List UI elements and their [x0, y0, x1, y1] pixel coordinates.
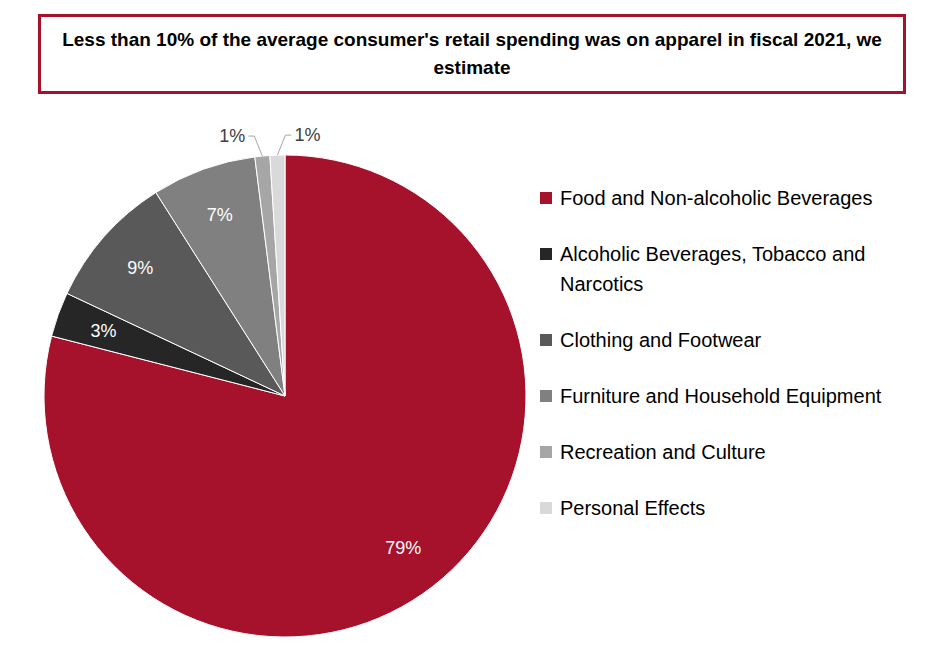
- svg-text:9%: 9%: [127, 258, 153, 278]
- html-text:Food and Non-alcoholic Beverag: Food and Non-alcoholic Beverages: [560, 187, 873, 209]
- svg-text:3%: 3%: [91, 321, 117, 341]
- html-text:Less than 10% of the average c: Less than 10% of the average consumer's …: [62, 29, 882, 78]
- html-text:Clothing and Footwear: Clothing and Footwear: [560, 329, 762, 351]
- html-text:Personal Effects: Personal Effects: [560, 497, 706, 519]
- html-text:Alcoholic Beverages, Tobacco a: Alcoholic Beverages, Tobacco and Narcoti…: [560, 243, 866, 295]
- svg-text:79%: 79%: [385, 538, 421, 558]
- html-text:Recreation and Culture: Recreation and Culture: [560, 441, 766, 463]
- svg-text:1%: 1%: [294, 125, 320, 145]
- html-text:Furniture and Household Equipm: Furniture and Household Equipment: [560, 385, 882, 407]
- svg-text:7%: 7%: [207, 205, 233, 225]
- svg-text:1%: 1%: [219, 126, 245, 146]
